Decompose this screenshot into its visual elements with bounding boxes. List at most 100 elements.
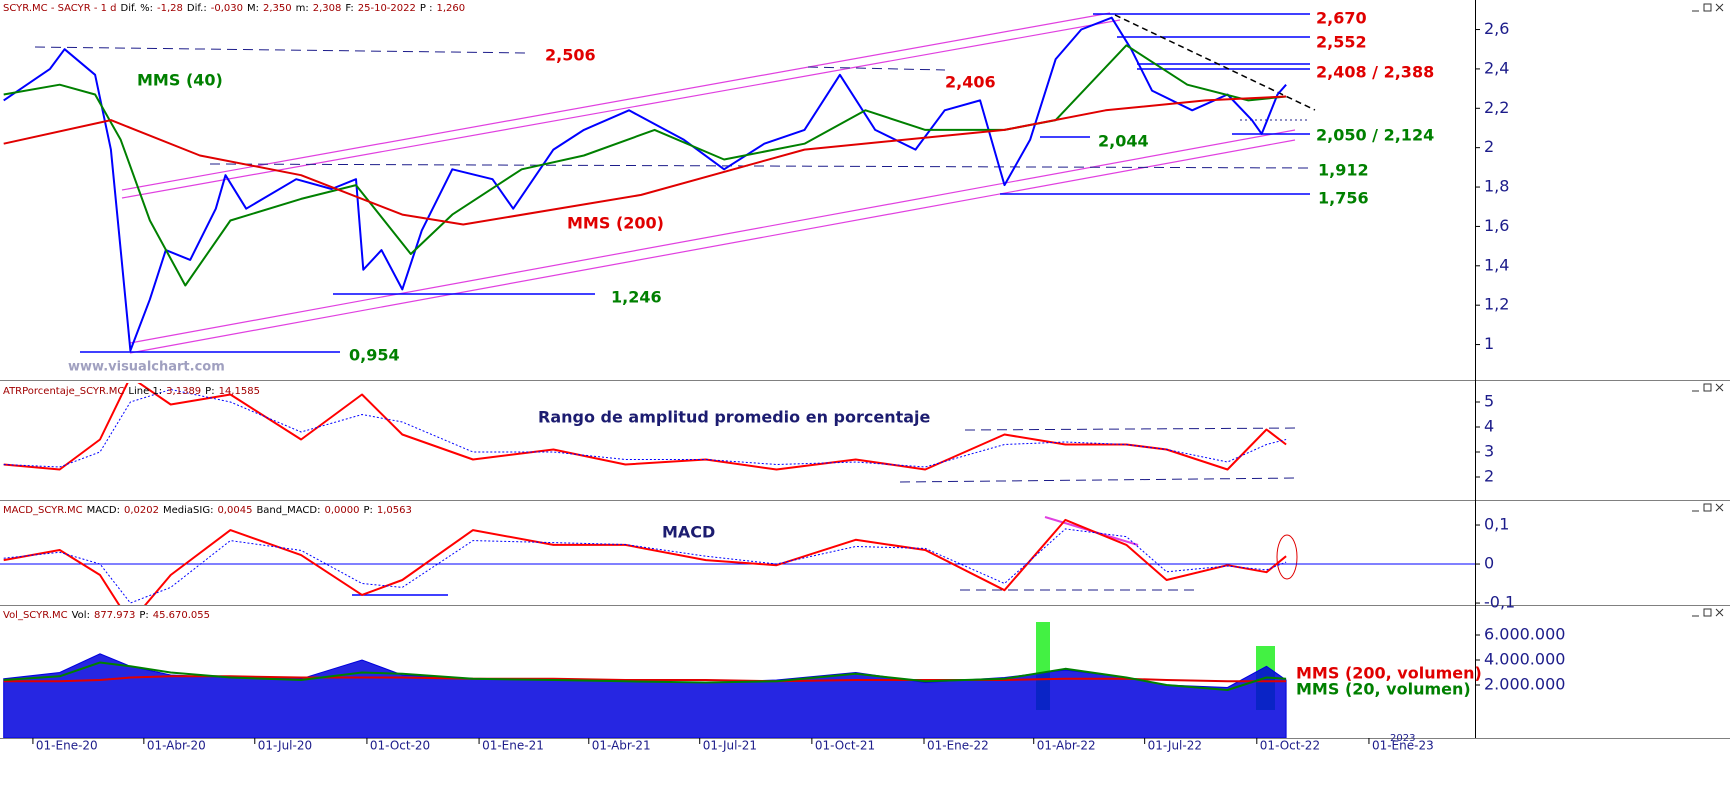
level-line bbox=[209, 163, 1311, 169]
y-tick-label: 4 bbox=[1484, 417, 1494, 436]
year-label: 2023 bbox=[1390, 733, 1415, 744]
channel-line bbox=[121, 12, 1111, 191]
header-part: 25-10-2022 bbox=[358, 3, 416, 14]
level-line bbox=[899, 477, 1301, 483]
y-tick-label: 2,4 bbox=[1484, 58, 1509, 77]
y-tick-label: 4.000.000 bbox=[1484, 650, 1565, 669]
panel-header: ATRPorcentaje_SCYR.MC Line 1: 3,1389 P: 14,1… bbox=[3, 386, 260, 397]
level-line bbox=[807, 66, 946, 71]
header-part: 45.670.055 bbox=[153, 610, 210, 621]
annotation: 2,670 bbox=[1316, 9, 1367, 28]
header-part: 2,308 bbox=[313, 3, 342, 14]
x-tick-label: 01-Jul-21 bbox=[703, 739, 757, 753]
window-controls bbox=[1692, 3, 1724, 617]
header-part: ATRPorcentaje_SCYR.MC bbox=[3, 386, 124, 397]
header-part: -1,28 bbox=[157, 3, 183, 14]
y-tick-label: 2,2 bbox=[1484, 98, 1509, 117]
annotation: 2,406 bbox=[945, 73, 996, 92]
header-part: 1,260 bbox=[436, 3, 465, 14]
annotation: 2,408 / 2,388 bbox=[1316, 63, 1434, 82]
header-part: 1,0563 bbox=[377, 505, 412, 516]
x-tick-label: 01-Ene-21 bbox=[482, 739, 544, 753]
panel-controls[interactable] bbox=[1692, 383, 1724, 392]
x-tick-label: 01-Ene-22 bbox=[927, 739, 989, 753]
x-tick-label: 01-Oct-21 bbox=[815, 739, 875, 753]
legend-entry: MMS (200, volumen) bbox=[1296, 664, 1482, 683]
x-tick-label: 01-Jul-22 bbox=[1148, 739, 1202, 753]
channel-line bbox=[121, 19, 1121, 199]
header-part: 877.973 bbox=[94, 610, 135, 621]
y-tick-label: 2.000.000 bbox=[1484, 675, 1565, 694]
series-label: MMS (40) bbox=[137, 71, 223, 90]
y-tick-label: 6.000.000 bbox=[1484, 625, 1565, 644]
panel-plot bbox=[3, 16, 1287, 352]
series-line bbox=[3, 44, 1287, 287]
series-label: MMS (200) bbox=[567, 214, 664, 233]
panel-plot bbox=[3, 653, 1287, 738]
header-part: 0,0000 bbox=[324, 505, 359, 516]
header-part: 14,1585 bbox=[219, 386, 260, 397]
series-line bbox=[3, 389, 1287, 468]
y-tick-label: 2 bbox=[1484, 137, 1494, 156]
header-part: MediaSIG: bbox=[163, 505, 213, 516]
panel-plot bbox=[0, 518, 1475, 605]
y-tick-label: 1 bbox=[1484, 334, 1494, 353]
header-part: M: bbox=[247, 3, 259, 14]
header-part: Dif.: bbox=[187, 3, 207, 14]
panel-header: MACD_SCYR.MC MACD: 0,0202 MediaSIG: 0,0045 Ba… bbox=[3, 505, 412, 516]
header-part: MACD_SCYR.MC bbox=[3, 505, 83, 516]
header-part: Line 1: bbox=[128, 386, 162, 397]
header-part: P: bbox=[205, 386, 214, 397]
header-part: Dif. %: bbox=[121, 3, 154, 14]
y-tick-label: 1,8 bbox=[1484, 177, 1509, 196]
annotation: 2,044 bbox=[1098, 132, 1149, 151]
header-part: m: bbox=[296, 3, 309, 14]
header-part: 0,0202 bbox=[124, 505, 159, 516]
level-line bbox=[34, 46, 531, 54]
header-part: 0,0045 bbox=[217, 505, 252, 516]
highlight-ellipse bbox=[1276, 534, 1298, 580]
panel-controls[interactable] bbox=[1692, 503, 1724, 512]
header-part: -0,030 bbox=[211, 3, 243, 14]
panel-plot bbox=[3, 383, 1287, 471]
header-part: Vol_SCYR.MC bbox=[3, 610, 68, 621]
header-part: SCYR.MC - SACYR - 1 d bbox=[3, 3, 117, 14]
header-part: MACD: bbox=[87, 505, 120, 516]
y-tick-label: 1,2 bbox=[1484, 295, 1509, 314]
panel-title: MACD bbox=[662, 523, 715, 542]
y-tick-label: 5 bbox=[1484, 392, 1494, 411]
series-line bbox=[3, 528, 1287, 604]
header-part: Band_MACD: bbox=[256, 505, 320, 516]
y-tick-label: 0,1 bbox=[1484, 515, 1509, 534]
header-part: P : bbox=[420, 3, 433, 14]
y-tick-label: 2 bbox=[1484, 467, 1494, 486]
panel-title: Rango de amplitud promedio en porcentaje bbox=[538, 408, 931, 427]
x-tick-label: 01-Ene-23 bbox=[1372, 739, 1434, 753]
header-part: P: bbox=[363, 505, 372, 516]
x-tick-label: 01-Jul-20 bbox=[258, 739, 312, 753]
header-part: Vol: bbox=[72, 610, 90, 621]
annotations: 2,506 2,406 2,044 1,246 0,954 www.visual… bbox=[68, 9, 1482, 745]
x-tick-label: 01-Oct-22 bbox=[1260, 739, 1320, 753]
series-line bbox=[3, 95, 1287, 226]
y-tick-label: 1,4 bbox=[1484, 255, 1509, 274]
series-line bbox=[3, 661, 1287, 691]
watermark: www.visualchart.com bbox=[68, 360, 225, 375]
header-part: F: bbox=[345, 3, 353, 14]
series-line bbox=[3, 16, 1287, 352]
panel-controls[interactable] bbox=[1692, 3, 1724, 12]
annotation: 2,552 bbox=[1316, 33, 1367, 52]
panel-header: SCYR.MC - SACYR - 1 d Dif. %: -1,28 Dif.: -0… bbox=[3, 3, 465, 14]
panel-controls[interactable] bbox=[1692, 608, 1724, 617]
x-tick-label: 01-Abr-21 bbox=[592, 739, 651, 753]
trend-drawings bbox=[34, 12, 1316, 710]
annotation: 1,756 bbox=[1318, 189, 1369, 208]
annotation: 1,912 bbox=[1318, 161, 1369, 180]
level-line bbox=[964, 427, 1301, 431]
channel-line bbox=[129, 139, 1296, 354]
y-tick-label: 3 bbox=[1484, 442, 1494, 461]
annotation: 1,246 bbox=[611, 288, 662, 307]
x-tick-label: 01-Ene-20 bbox=[36, 739, 98, 753]
